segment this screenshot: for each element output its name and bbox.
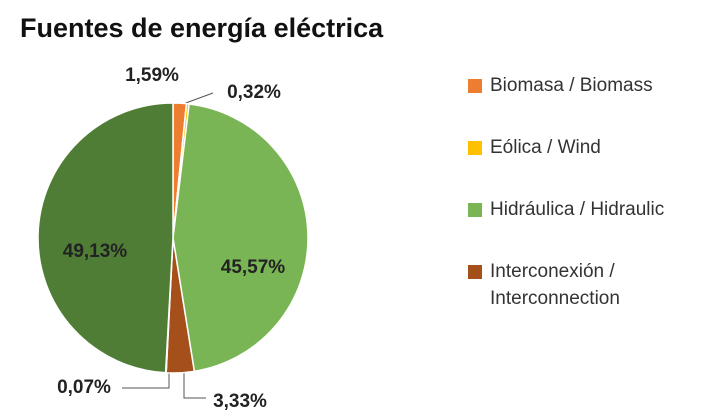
legend-entry: Interconexión / Interconnection — [468, 258, 718, 320]
data-label: 0,32% — [227, 82, 281, 103]
legend-label: Hidráulica / Hidraulic — [490, 199, 665, 220]
data-label: 49,13% — [63, 241, 128, 262]
leader-line — [182, 92, 214, 105]
leader-line — [183, 372, 206, 399]
legend-label: Biomasa / Biomass — [490, 75, 653, 96]
data-label: 3,33% — [213, 391, 267, 412]
leader-line — [122, 373, 170, 389]
legend-entry: Biomasa / Biomass — [468, 72, 718, 134]
legend-swatch — [468, 141, 482, 155]
pie-slice — [37, 102, 174, 374]
pie-slice — [172, 103, 309, 373]
chart-title: Fuentes de energía eléctrica — [20, 13, 384, 43]
legend-swatch — [468, 203, 482, 217]
legend-label: Eólica / Wind — [490, 137, 601, 158]
legend-label: Interconexión / Interconnection — [490, 261, 620, 309]
data-label: 1,59% — [125, 65, 179, 86]
legend-swatch — [468, 79, 482, 93]
data-label: 45,57% — [221, 257, 286, 278]
legend-entry: Hidráulica / Hidraulic — [468, 196, 718, 258]
legend: Biomasa / Biomass Eólica / Wind Hidráulica… — [468, 72, 718, 320]
legend-entry: Eólica / Wind — [468, 134, 718, 196]
legend-swatch — [468, 265, 482, 279]
data-label: 0,07% — [57, 377, 111, 398]
